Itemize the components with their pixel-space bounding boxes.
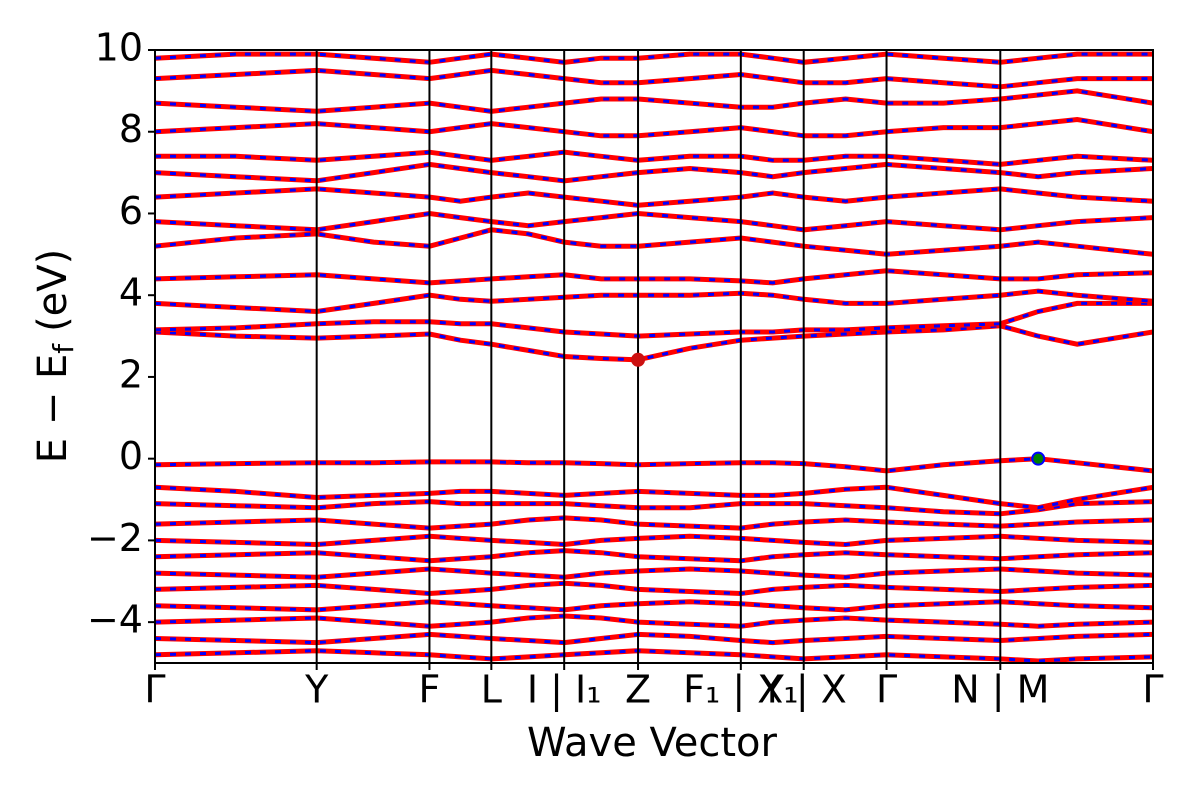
y-tick-label: −4 <box>87 598 143 642</box>
band-spin-down <box>155 301 1153 338</box>
band-spin-up <box>155 67 1153 90</box>
x-tick-label: Γ <box>144 668 165 712</box>
band-spin-down <box>155 228 1153 256</box>
band-spin-down <box>155 549 1153 563</box>
band-spin-down <box>155 117 1153 138</box>
y-axis-label-unit: (eV) <box>30 249 76 332</box>
band-spin-down <box>155 187 1153 207</box>
band-spin-down <box>155 52 1153 64</box>
band-spin-up <box>155 566 1153 580</box>
band-spin-down <box>155 632 1153 645</box>
band-spin-up <box>155 599 1153 613</box>
y-tick-label: 2 <box>119 352 143 396</box>
band-spin-up <box>155 300 1153 339</box>
band-spin-down <box>155 516 1153 530</box>
band-spin-down <box>155 162 1153 183</box>
x-tick-label: F₁ | X₁ <box>683 668 798 713</box>
plot-frame <box>154 49 1154 664</box>
band-spin-down <box>155 614 1153 628</box>
band-spin-down <box>155 68 1153 89</box>
x-tick-label: Y | X <box>760 668 847 713</box>
plot-area <box>155 51 1153 663</box>
y-axis-label-sub: f <box>47 343 80 354</box>
band-spin-up <box>155 323 1153 363</box>
x-tick-label: Γ <box>876 668 897 712</box>
band-spin-up <box>155 484 1153 511</box>
band-spin-up <box>155 499 1153 517</box>
band-spin-up <box>155 161 1153 184</box>
band-spin-up <box>155 548 1153 564</box>
x-axis-label: Wave Vector <box>527 720 778 766</box>
band-spin-down <box>155 289 1153 314</box>
band-spin-up <box>155 648 1153 663</box>
band-spin-up <box>155 613 1153 629</box>
band-spin-down <box>155 150 1153 166</box>
x-tick-label: N | M <box>951 668 1049 713</box>
band-spin-down <box>155 324 1153 362</box>
y-tick-label: 6 <box>119 189 143 233</box>
x-tick-label: L <box>481 668 502 712</box>
y-tick-label: 0 <box>119 434 143 478</box>
y-tick-label: 4 <box>119 271 143 315</box>
band-spin-down <box>155 211 1153 232</box>
band-spin-up <box>155 580 1153 597</box>
band-spin-up <box>155 268 1153 286</box>
x-tick-label: I | I₁ <box>527 668 602 713</box>
x-tick-label: Y <box>304 668 329 712</box>
y-axis-label-main: E − E <box>30 354 76 464</box>
band-spin-up <box>155 533 1153 548</box>
y-axis-label: E − Ef (eV) <box>30 249 80 464</box>
x-tick-label: F <box>419 668 441 712</box>
y-tick-label: 10 <box>95 26 143 70</box>
band-edge-point <box>631 352 646 367</box>
band-spin-down <box>155 89 1153 113</box>
band-spin-up <box>155 456 1153 474</box>
band-spin-up <box>155 515 1153 531</box>
band-spin-up <box>155 186 1153 208</box>
x-tick-label: Γ <box>1142 668 1163 712</box>
band-spin-down <box>155 581 1153 596</box>
y-tick-label: −2 <box>87 516 143 560</box>
band-edge-point <box>1031 451 1046 466</box>
y-tick-label: 8 <box>119 107 143 151</box>
x-tick-label: Z <box>625 668 651 712</box>
band-spin-up <box>155 210 1153 233</box>
